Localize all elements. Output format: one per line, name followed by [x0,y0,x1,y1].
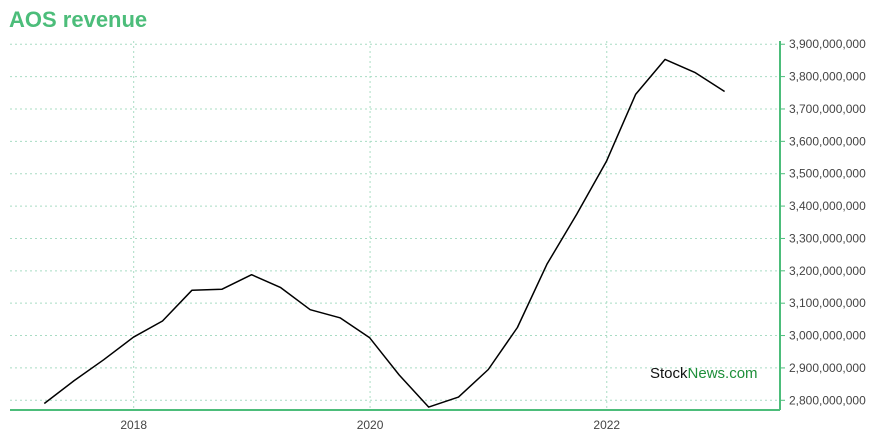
x-tick-label: 2018 [120,418,147,432]
series-layer [43,58,726,408]
data-point [575,213,577,215]
y-tick-label: 3,700,000,000 [789,102,866,116]
y-tick-label: 3,400,000,000 [789,199,866,213]
data-point [694,71,696,73]
data-point [605,160,607,162]
data-point [221,288,223,290]
watermark-stock: Stock [650,365,688,382]
y-tick-label: 2,800,000,000 [789,393,866,407]
data-point [250,274,252,276]
data-point [279,286,281,288]
data-point [516,326,518,328]
y-tick-label: 3,300,000,000 [789,231,866,245]
data-point [161,320,163,322]
watermark-news: News.com [687,365,758,382]
x-tick-label: 2020 [357,418,384,432]
data-point [369,337,371,339]
grid-lines [10,41,780,410]
data-point [73,380,75,382]
chart-title: AOS revenue [9,7,148,32]
data-point [43,402,45,404]
tick-labels: 2,800,000,000 2,900,000,000 3,000,000,000 3… [120,37,866,432]
data-point [132,336,134,338]
y-tick-label: 3,800,000,000 [789,70,866,84]
data-point [487,368,489,370]
data-point [546,263,548,265]
data-point [634,93,636,95]
y-tick-label: 3,200,000,000 [789,264,866,278]
y-tick-label: 2,900,000,000 [789,361,866,375]
data-point [723,90,725,92]
y-tick-label: 3,100,000,000 [789,296,866,310]
x-tick-label: 2022 [593,418,620,432]
data-point [191,289,193,291]
data-point [339,317,341,319]
y-tick-label: 3,600,000,000 [789,134,866,148]
y-tick-label: 3,500,000,000 [789,167,866,181]
data-point [102,359,104,361]
revenue-line [43,58,726,408]
data-point [457,396,459,398]
y-tick-label: 3,900,000,000 [789,37,866,51]
data-point [398,374,400,376]
chart-axes [10,41,785,411]
data-point [427,406,429,408]
data-point [664,58,666,60]
data-point [309,308,311,310]
stocknews-watermark: StockNews.com [650,365,758,382]
y-tick-label: 3,000,000,000 [789,329,866,343]
